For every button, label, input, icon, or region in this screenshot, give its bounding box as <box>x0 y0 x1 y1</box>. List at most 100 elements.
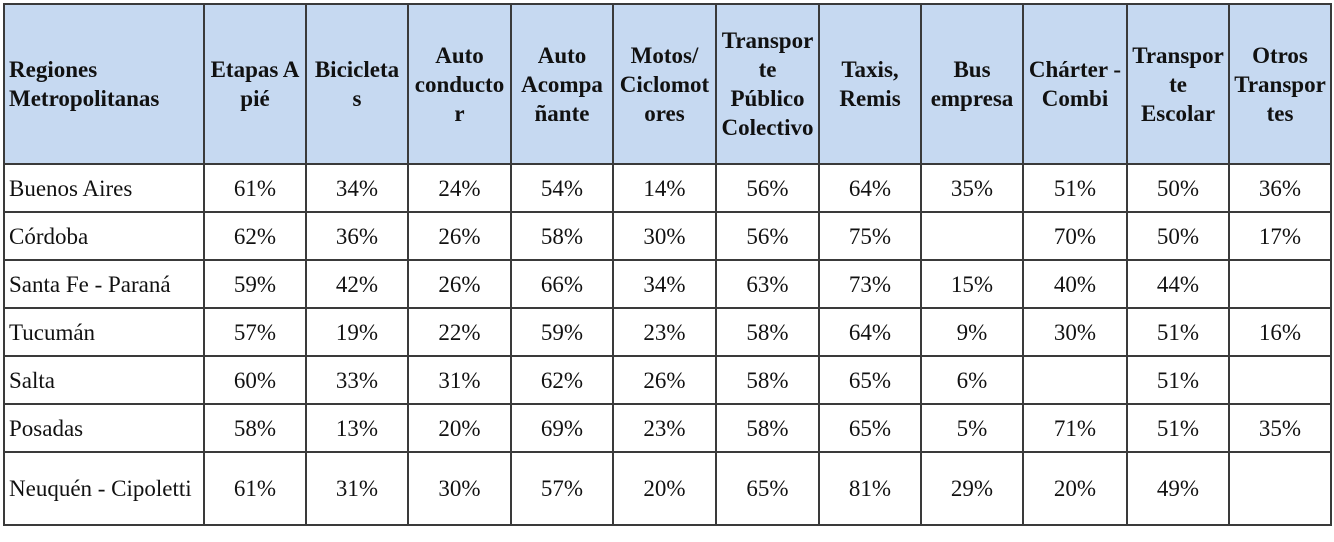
value-cell: 31% <box>407 355 512 405</box>
value-cell: 17% <box>1228 211 1332 261</box>
value-cell: 49% <box>1126 451 1230 526</box>
value-cell: 36% <box>305 211 409 261</box>
value-cell: 64% <box>818 307 922 357</box>
region-cell: Tucumán <box>3 307 205 357</box>
value-cell: 81% <box>818 451 922 526</box>
header-cell: Transporte Público Colectivo <box>715 3 820 165</box>
value-cell: 69% <box>510 403 614 453</box>
value-cell: 34% <box>305 163 409 213</box>
value-cell: 56% <box>715 211 820 261</box>
value-cell: 5% <box>920 403 1024 453</box>
value-cell: 64% <box>818 163 922 213</box>
value-cell: 62% <box>510 355 614 405</box>
value-cell: 42% <box>305 259 409 309</box>
value-cell: 19% <box>305 307 409 357</box>
value-cell: 71% <box>1022 403 1128 453</box>
table-row: Posadas 58% 13% 20% 69% 23% 58% 65% 5% 71% 51% 35% <box>3 403 1332 453</box>
value-cell: 35% <box>920 163 1024 213</box>
table-row: Santa Fe - Paraná 59% 42% 26% 66% 34% 63% 73% 15… <box>3 259 1332 309</box>
value-cell: 60% <box>203 355 307 405</box>
value-cell: 20% <box>612 451 717 526</box>
value-cell: 57% <box>203 307 307 357</box>
value-cell: 30% <box>612 211 717 261</box>
value-cell: 58% <box>510 211 614 261</box>
value-cell: 61% <box>203 451 307 526</box>
value-cell: 51% <box>1126 307 1230 357</box>
value-cell: 58% <box>715 403 820 453</box>
value-cell: 14% <box>612 163 717 213</box>
value-cell: 15% <box>920 259 1024 309</box>
table-row: Tucumán 57% 19% 22% 59% 23% 58% 64% 9% 30% 51% 16% <box>3 307 1332 357</box>
value-cell: 50% <box>1126 211 1230 261</box>
region-cell: Posadas <box>3 403 205 453</box>
value-cell: 24% <box>407 163 512 213</box>
table-row: Buenos Aires 61% 34% 24% 54% 14% 56% 64% 35% 51% 5… <box>3 163 1332 213</box>
region-cell: Salta <box>3 355 205 405</box>
value-cell: 29% <box>920 451 1024 526</box>
value-cell: 61% <box>203 163 307 213</box>
header-cell: Otros Transportes <box>1228 3 1332 165</box>
value-cell: 26% <box>407 211 512 261</box>
value-cell: 70% <box>1022 211 1128 261</box>
value-cell: 23% <box>612 307 717 357</box>
header-cell: Taxis, Remis <box>818 3 922 165</box>
value-cell: 73% <box>818 259 922 309</box>
value-cell: 65% <box>818 355 922 405</box>
header-cell: Auto conductor <box>407 3 512 165</box>
value-cell: 20% <box>1022 451 1128 526</box>
table-row: Salta 60% 33% 31% 62% 26% 58% 65% 6% 51% <box>3 355 1332 405</box>
region-cell: Neuquén - Cipoletti <box>3 451 205 526</box>
value-cell: 51% <box>1022 163 1128 213</box>
value-cell: 36% <box>1228 163 1332 213</box>
value-cell: 30% <box>407 451 512 526</box>
value-cell: 35% <box>1228 403 1332 453</box>
value-cell: 54% <box>510 163 614 213</box>
value-cell <box>1228 259 1332 309</box>
value-cell: 20% <box>407 403 512 453</box>
value-cell: 26% <box>407 259 512 309</box>
value-cell <box>1022 355 1128 405</box>
value-cell <box>1228 451 1332 526</box>
value-cell: 40% <box>1022 259 1128 309</box>
value-cell: 44% <box>1126 259 1230 309</box>
value-cell: 51% <box>1126 403 1230 453</box>
value-cell: 57% <box>510 451 614 526</box>
value-cell: 22% <box>407 307 512 357</box>
header-cell: Etapas A pié <box>203 3 307 165</box>
region-cell: Córdoba <box>3 211 205 261</box>
value-cell: 58% <box>715 307 820 357</box>
table-body: Buenos Aires 61% 34% 24% 54% 14% 56% 64% 35% 51% 5… <box>3 163 1332 526</box>
value-cell: 26% <box>612 355 717 405</box>
value-cell: 50% <box>1126 163 1230 213</box>
value-cell: 6% <box>920 355 1024 405</box>
value-cell <box>1228 355 1332 405</box>
value-cell: 23% <box>612 403 717 453</box>
value-cell: 66% <box>510 259 614 309</box>
value-cell: 31% <box>305 451 409 526</box>
value-cell: 16% <box>1228 307 1332 357</box>
header-cell: Bicicletas <box>305 3 409 165</box>
value-cell: 62% <box>203 211 307 261</box>
header-cell: Chárter - Combi <box>1022 3 1128 165</box>
value-cell: 51% <box>1126 355 1230 405</box>
value-cell <box>920 211 1024 261</box>
value-cell: 30% <box>1022 307 1128 357</box>
value-cell: 58% <box>203 403 307 453</box>
header-cell: Regiones Metropolitanas <box>3 3 205 165</box>
value-cell: 9% <box>920 307 1024 357</box>
value-cell: 56% <box>715 163 820 213</box>
value-cell: 58% <box>715 355 820 405</box>
header-cell: Transporte Escolar <box>1126 3 1230 165</box>
value-cell: 13% <box>305 403 409 453</box>
value-cell: 34% <box>612 259 717 309</box>
header-cell: Motos/ Ciclomotores <box>612 3 717 165</box>
value-cell: 65% <box>715 451 820 526</box>
table-row: Neuquén - Cipoletti 61% 31% 30% 57% 20% 65% 81%… <box>3 451 1332 526</box>
value-cell: 33% <box>305 355 409 405</box>
value-cell: 65% <box>818 403 922 453</box>
header-row: Regiones Metropolitanas Etapas A pié Bicic… <box>3 3 1332 165</box>
data-table: Regiones Metropolitanas Etapas A pié Bicic… <box>3 3 1332 526</box>
header-cell: Auto Acompañante <box>510 3 614 165</box>
region-cell: Buenos Aires <box>3 163 205 213</box>
